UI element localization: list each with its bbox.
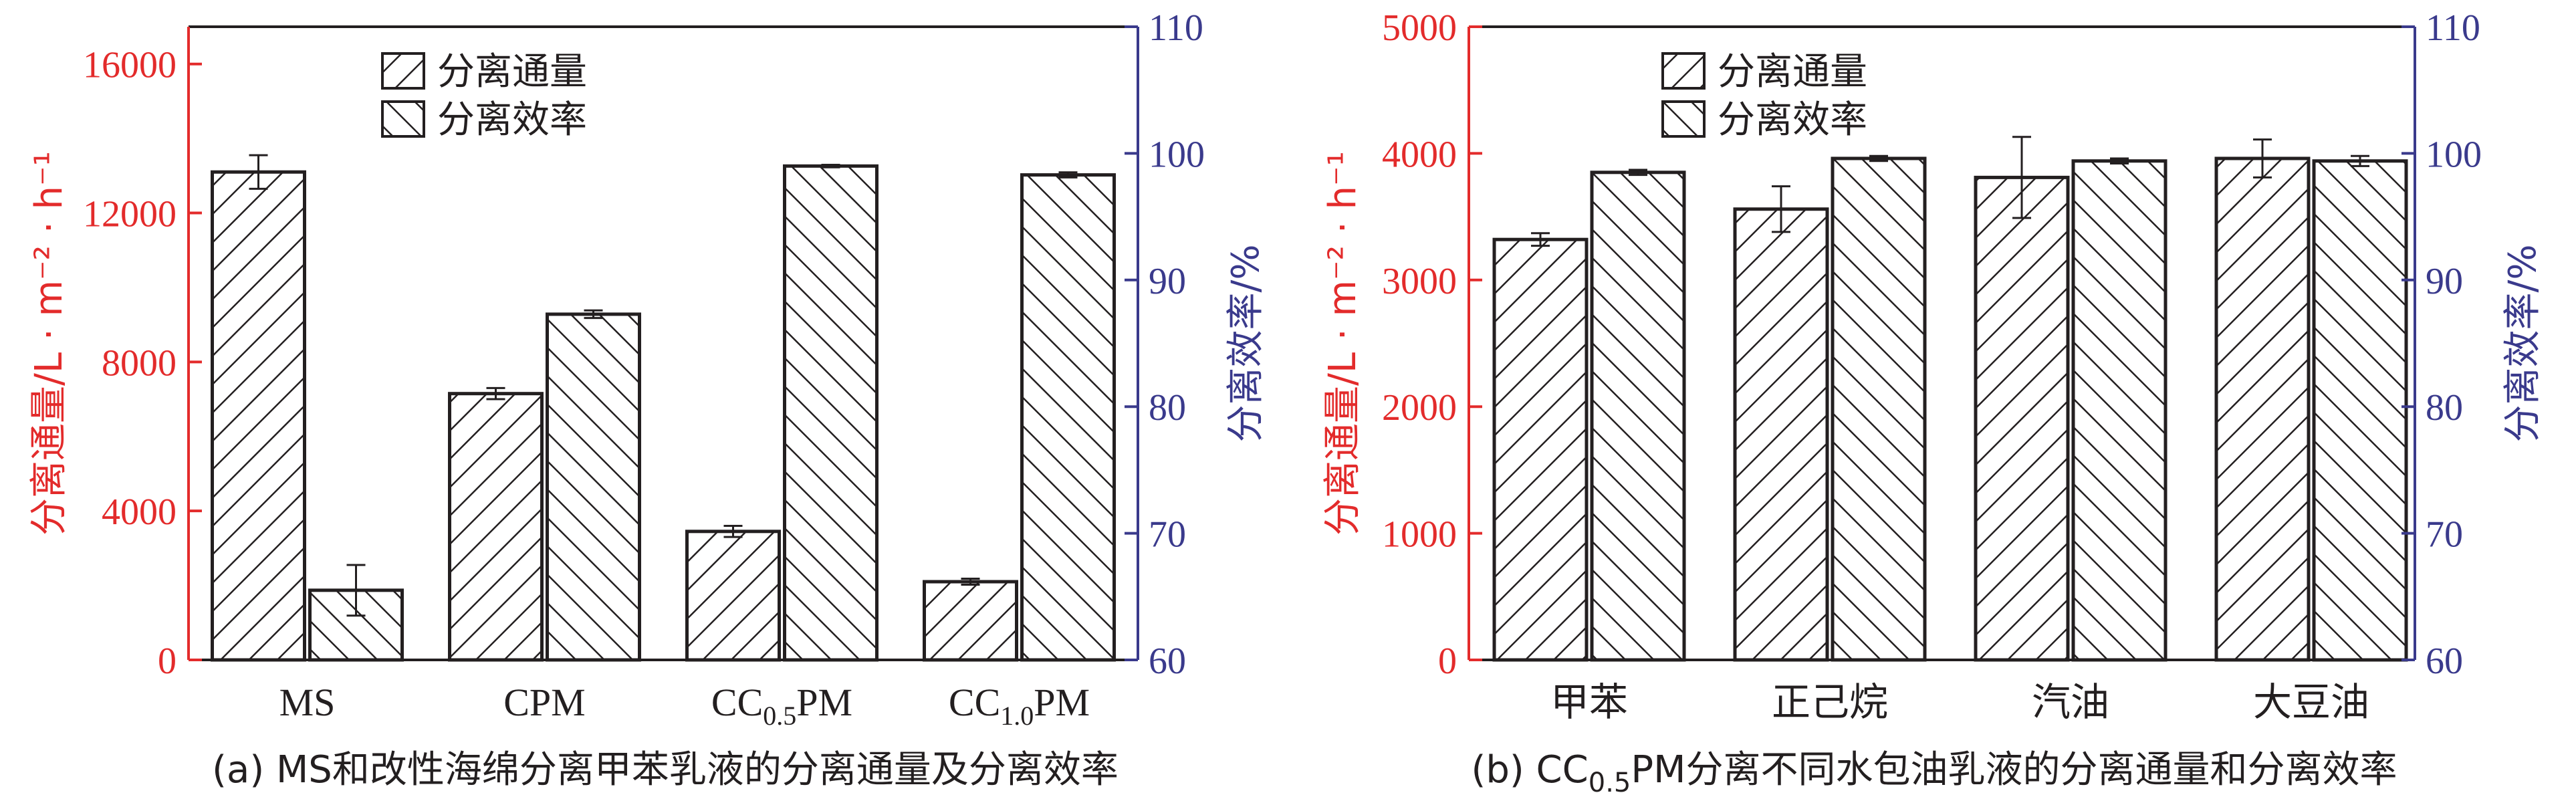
right-tick-label-1: 70 — [1149, 514, 1186, 556]
left-tick-label-4: 16000 — [83, 45, 177, 86]
right-tick-label-5: 110 — [2426, 7, 2480, 49]
bar-efficiency-0 — [1590, 170, 1686, 662]
right-tick-label-1: 70 — [2426, 514, 2463, 556]
right-tick-label-3: 90 — [1149, 261, 1186, 302]
bar-flux-3 — [923, 580, 1018, 662]
chart-panel-a: MS CPM CC0.5PM CC1.0PM 0 4000 8000 12000 16000 60… — [27, 7, 1268, 792]
legend-swatch-1 — [1661, 100, 1706, 138]
bar-efficiency-2 — [2071, 159, 2168, 662]
legend-swatch-0 — [381, 52, 425, 90]
left-tick-label-5: 5000 — [1382, 7, 1457, 49]
right-axis-title: 分离效率/% — [1224, 244, 1268, 442]
left-tick-label-2: 8000 — [102, 342, 177, 384]
x-tick-label-3: CC1.0PM — [949, 681, 1090, 731]
x-tick-label-2: CC0.5PM — [711, 681, 852, 731]
left-tick-label-0: 0 — [1438, 641, 1457, 682]
left-tick-label-1: 1000 — [1382, 514, 1457, 556]
bar-efficiency-1 — [1831, 156, 1927, 662]
chart-panel-b: 甲苯 正己烷 汽油 大豆油 0 1000 2000 3000 4000 5000 60 70 80 90 1… — [1321, 7, 2545, 798]
left-tick-label-3: 3000 — [1382, 261, 1457, 302]
left-tick-label-1: 4000 — [102, 491, 177, 533]
right-tick-label-0: 60 — [1149, 641, 1186, 682]
left-tick-label-0: 0 — [158, 641, 177, 682]
x-tick-label-3: 大豆油 — [2253, 679, 2369, 725]
legend-label-0: 分离通量 — [1718, 50, 1867, 94]
bar-efficiency-1 — [546, 312, 641, 662]
legend-swatch-0 — [1661, 52, 1706, 90]
left-tick-label-3: 12000 — [83, 194, 177, 235]
legend-label-1: 分离效率 — [437, 98, 587, 142]
legend-swatch-1 — [381, 100, 425, 138]
bar-flux-0 — [211, 170, 306, 662]
panel-caption: (b) CC0.5PM分离不同水包油乳液的分离通量和分离效率 — [1472, 748, 2397, 798]
right-tick-label-3: 90 — [2426, 261, 2463, 302]
bar-efficiency-3 — [1020, 173, 1116, 662]
bar-flux-2 — [1974, 175, 2070, 662]
bar-flux-1 — [448, 392, 544, 662]
bar-flux-2 — [685, 530, 781, 662]
left-tick-label-2: 2000 — [1382, 387, 1457, 429]
x-tick-label-2: 汽油 — [2032, 679, 2109, 725]
bar-flux-1 — [1733, 207, 1829, 662]
bar-efficiency-2 — [783, 164, 879, 662]
bar-flux-3 — [2214, 156, 2311, 662]
x-tick-label-1: 正己烷 — [1772, 679, 1888, 725]
right-tick-label-4: 100 — [2426, 134, 2482, 175]
left-axis-title: 分离通量/L · m⁻² · h⁻¹ — [1321, 151, 1365, 536]
x-tick-label-1: CPM — [503, 681, 586, 724]
x-tick-label-0: 甲苯 — [1550, 679, 1628, 725]
legend-label-0: 分离通量 — [437, 50, 587, 94]
x-tick-label-0: MS — [279, 681, 336, 724]
bar-efficiency-3 — [2312, 159, 2408, 662]
panel-caption: (a) MS和改性海绵分离甲苯乳液的分离通量及分离效率 — [212, 748, 1119, 792]
right-tick-label-2: 80 — [1149, 387, 1186, 429]
legend-label-1: 分离效率 — [1718, 98, 1867, 142]
right-tick-label-4: 100 — [1149, 134, 1205, 175]
left-axis-title: 分离通量/L · m⁻² · h⁻¹ — [27, 151, 71, 536]
right-tick-label-5: 110 — [1149, 7, 1203, 49]
right-tick-label-2: 80 — [2426, 387, 2463, 429]
right-tick-label-0: 60 — [2426, 641, 2463, 682]
bar-flux-0 — [1492, 237, 1589, 662]
left-tick-label-4: 4000 — [1382, 134, 1457, 175]
right-axis-title: 分离效率/% — [2501, 244, 2545, 442]
